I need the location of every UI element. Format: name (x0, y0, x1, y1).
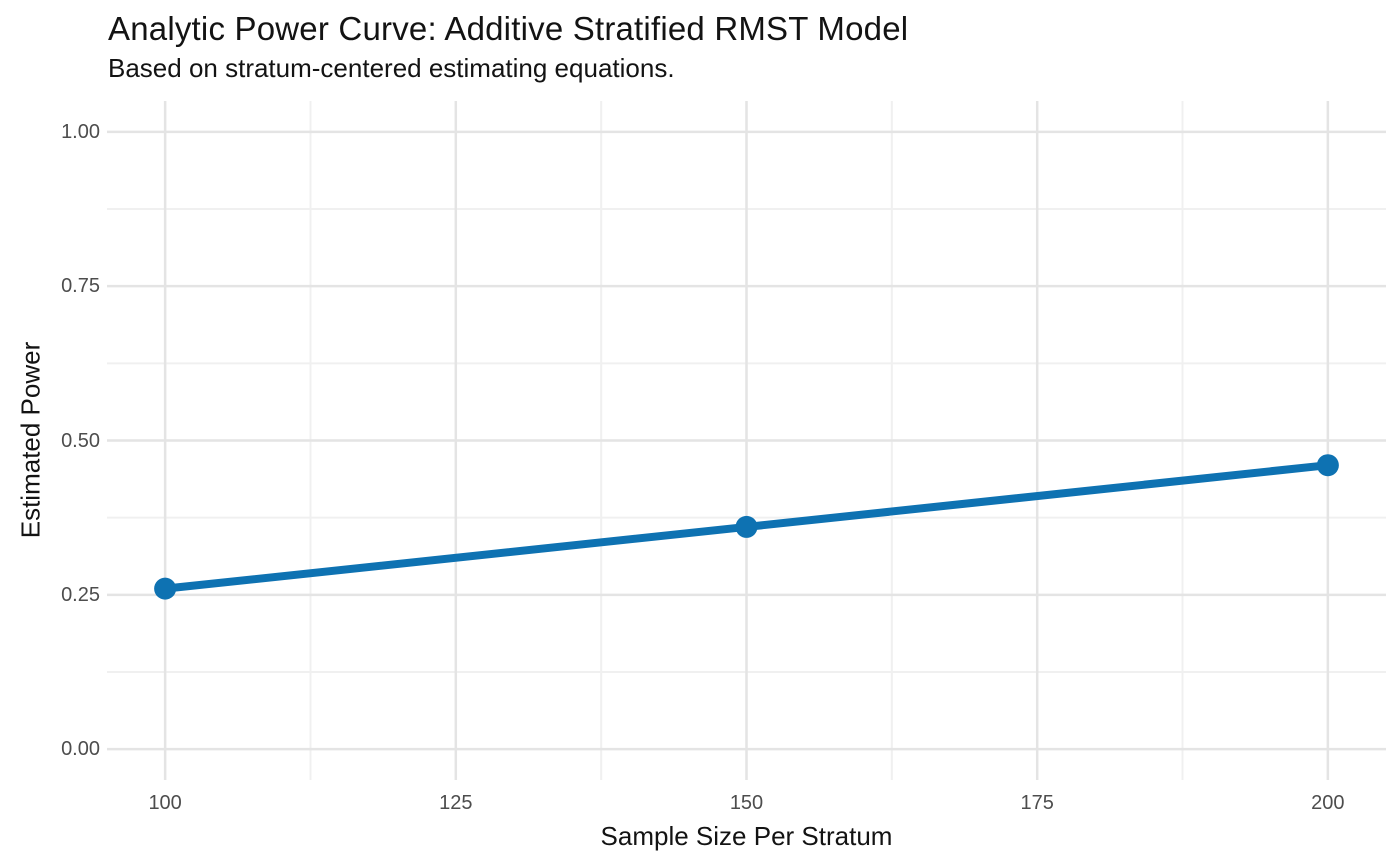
x-tick-label: 100 (148, 792, 182, 814)
y-tick-label: 1.00 (61, 120, 100, 143)
y-tick-label: 0.50 (61, 429, 100, 452)
y-tick-label: 0.25 (61, 583, 100, 606)
data-point (1316, 454, 1339, 477)
x-tick-label: 150 (729, 792, 764, 814)
chart-subtitle: Based on stratum-centered estimating equ… (108, 53, 675, 83)
data-point (735, 515, 758, 538)
y-tick-label: 0.75 (61, 275, 100, 298)
data-point (154, 577, 177, 600)
x-tick-label: 125 (439, 792, 473, 814)
chart-title: Analytic Power Curve: Additive Stratifie… (108, 10, 909, 47)
x-axis-title: Sample Size Per Stratum (600, 821, 893, 851)
x-tick-label: 175 (1020, 792, 1054, 814)
y-tick-label: 0.00 (61, 738, 100, 761)
y-axis-title: Estimated Power (15, 341, 46, 539)
x-tick-label: 200 (1311, 792, 1345, 814)
